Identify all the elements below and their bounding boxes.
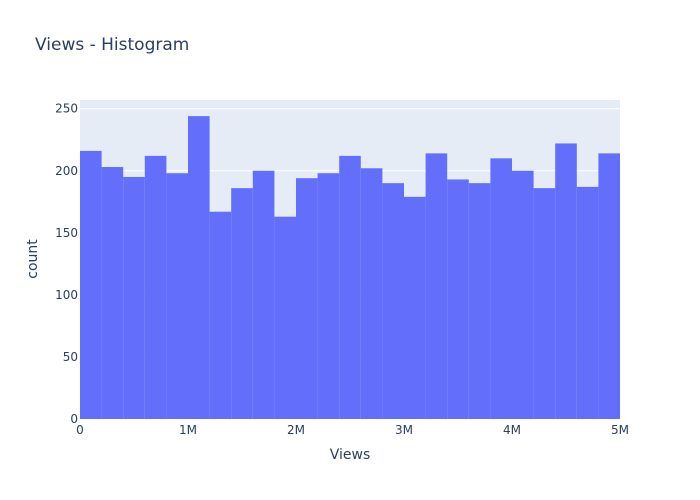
histogram-bar (468, 183, 491, 419)
histogram-bar (188, 116, 210, 420)
histogram-bar (382, 183, 404, 419)
histogram-bar (101, 167, 124, 419)
x-tick-label: 2M (287, 423, 305, 437)
histogram-bar (533, 188, 556, 419)
histogram-bar (274, 216, 296, 419)
y-tick-label: 250 (55, 102, 78, 116)
y-tick-label: 150 (55, 226, 78, 240)
histogram-bar (425, 153, 448, 419)
histogram-bar (447, 179, 469, 419)
y-tick-label: 200 (55, 164, 78, 178)
histogram-bar (490, 158, 512, 420)
histogram-bar (209, 211, 232, 419)
histogram-bar (252, 170, 275, 419)
bars (80, 116, 620, 420)
y-tick-label: 100 (55, 288, 78, 302)
histogram-bar (317, 173, 340, 419)
x-tick-label: 3M (395, 423, 413, 437)
x-tick-label: 5M (611, 423, 629, 437)
histogram-bar (166, 173, 188, 419)
histogram-bar (512, 170, 534, 419)
x-axis-title: Views (330, 447, 371, 463)
x-tick-label: 0 (76, 423, 84, 437)
x-tick-label: 4M (503, 423, 521, 437)
histogram-bar (404, 196, 426, 419)
y-axis-ticks: 0 50 100 150 200 250 (55, 102, 78, 426)
y-tick-label: 0 (70, 412, 78, 426)
histogram-bar (231, 188, 253, 419)
histogram-bar (598, 153, 620, 419)
y-axis-title: count (25, 239, 41, 279)
histogram-bar (555, 143, 577, 419)
histogram-bar (360, 168, 383, 419)
histogram-bar (123, 176, 145, 419)
y-tick-label: 50 (63, 350, 78, 364)
histogram-bar (296, 178, 318, 419)
histogram-bar (80, 150, 102, 419)
chart-title: Views - Histogram (35, 35, 189, 55)
x-tick-label: 1M (179, 423, 197, 437)
histogram-bar (576, 186, 599, 419)
histogram-bar (339, 155, 361, 420)
x-axis-ticks: 0 1M 2M 3M 4M 5M (76, 423, 629, 437)
histogram-bar (144, 155, 167, 420)
